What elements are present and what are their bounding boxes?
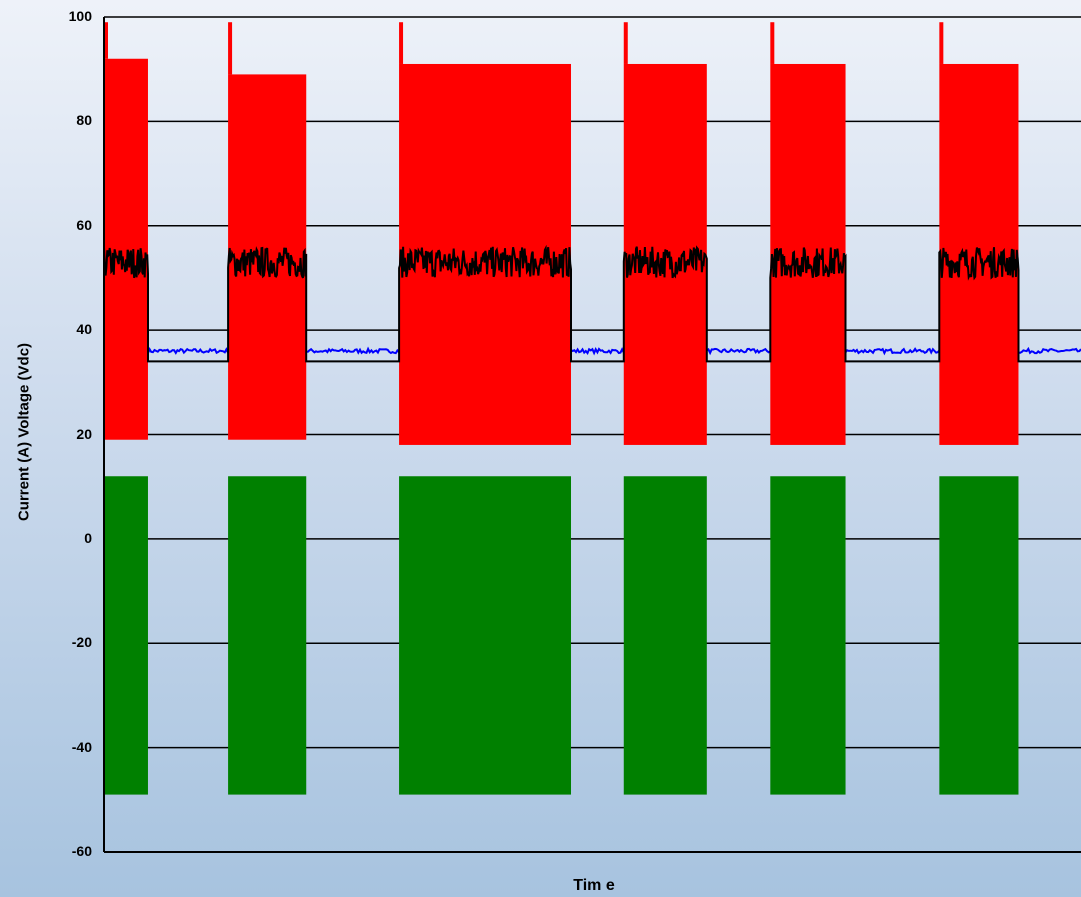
x-axis-label: Tim e bbox=[573, 877, 615, 894]
green-band bbox=[228, 476, 307, 795]
red-spike bbox=[104, 22, 108, 59]
green-band bbox=[770, 476, 846, 795]
y-tick-label: 40 bbox=[76, 321, 92, 338]
red-spike bbox=[939, 22, 944, 64]
y-tick-label: -20 bbox=[71, 634, 92, 651]
green-band bbox=[623, 476, 707, 795]
axes bbox=[103, 17, 1081, 853]
y-tick-label: 60 bbox=[76, 216, 92, 233]
series-blue bbox=[147, 346, 1081, 356]
y-tick-label: -60 bbox=[71, 843, 92, 859]
red-spike bbox=[399, 22, 404, 64]
blue-line-segment bbox=[147, 346, 230, 355]
series-black bbox=[103, 244, 1081, 363]
y-tick-label: 0 bbox=[84, 529, 92, 546]
blue-line-segment bbox=[570, 347, 625, 356]
series-green bbox=[104, 476, 1019, 795]
y-tick-label: -40 bbox=[71, 738, 92, 755]
blue-line-segment bbox=[706, 347, 771, 356]
green-band bbox=[399, 476, 572, 795]
black-line bbox=[103, 244, 1081, 363]
y-axis-label: Current (A) Voltage (Vdc) bbox=[15, 342, 33, 522]
y-tick-label: 100 bbox=[68, 8, 92, 24]
series-red bbox=[104, 22, 1019, 445]
blue-line-segment bbox=[844, 347, 941, 356]
red-spike bbox=[228, 22, 233, 75]
red-spike bbox=[623, 22, 628, 64]
green-band bbox=[939, 476, 1019, 795]
green-band bbox=[104, 476, 148, 795]
blue-line-segment bbox=[1018, 346, 1081, 355]
blue-line-segment bbox=[306, 346, 400, 355]
y-tick-label: 20 bbox=[76, 425, 92, 442]
red-spike bbox=[770, 22, 775, 64]
y-tick-label: 80 bbox=[76, 112, 92, 129]
